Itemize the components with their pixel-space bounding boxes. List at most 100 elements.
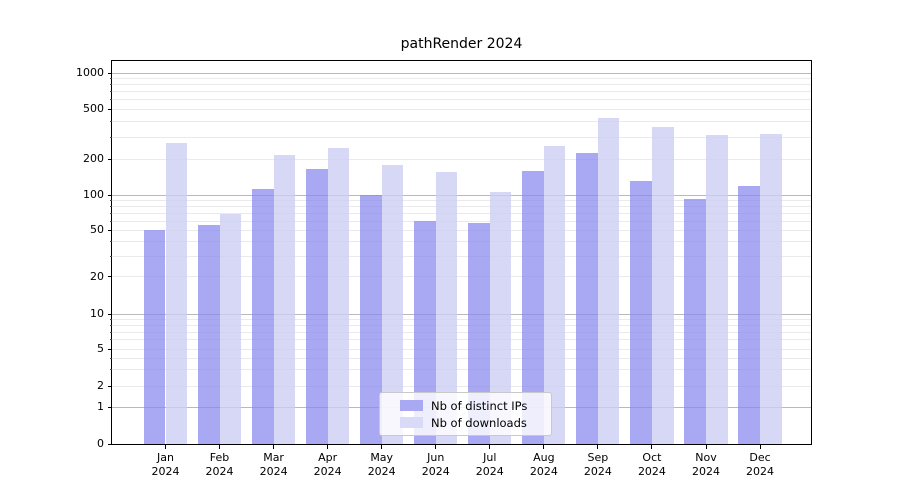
y-tick-2 [108, 385, 112, 387]
gridline-minor-7 [112, 331, 811, 333]
gridline-major-10 [112, 313, 811, 315]
gridline-minor-6 [112, 339, 811, 341]
y-tick-1 [108, 406, 112, 408]
gridline-minor-900 [112, 78, 811, 80]
gridline-major-100 [112, 194, 811, 196]
gridline-minor-90 [112, 199, 811, 201]
y-minortick-40 [110, 241, 112, 243]
y-tick-500 [108, 108, 112, 110]
gridline-minor-60 [112, 220, 811, 222]
x-label-month: Apr [318, 451, 338, 464]
x-label-year: 2024 [475, 465, 504, 478]
y-minortick-600 [110, 99, 112, 101]
x-tick-oct [651, 445, 653, 449]
gridline-minor-5 [112, 348, 811, 350]
x-tick-jan [165, 445, 166, 449]
x-tick-feb [219, 445, 221, 449]
y-tick-label-1000: 1000 [76, 66, 104, 80]
gridline-major-1000 [112, 72, 811, 74]
bar-downloads-sep [597, 117, 620, 444]
bar-downloads-dec [760, 133, 782, 444]
y-minortick-4 [110, 357, 112, 359]
plot-area [111, 60, 812, 445]
y-tick-label-500: 500 [83, 102, 104, 116]
bar-distinct-ips-jun [414, 221, 436, 444]
x-label-month: Sep [587, 451, 609, 464]
y-minortick-7 [110, 331, 112, 333]
x-tick-jun [435, 445, 437, 449]
legend: Nb of distinct IPs Nb of downloads [379, 392, 552, 436]
x-tick-jul [489, 445, 491, 449]
legend-label-downloads: Nb of downloads [431, 415, 527, 430]
bar-distinct-ips-may [360, 195, 382, 444]
y-minortick-70 [110, 212, 112, 214]
gridline-minor-9 [112, 319, 811, 321]
y-minortick-60 [110, 220, 112, 222]
y-tick-label-20: 20 [90, 269, 104, 283]
bar-downloads-feb [219, 213, 242, 444]
x-label-year: 2024 [692, 465, 720, 478]
gridline-minor-70 [112, 212, 811, 214]
y-minortick-80 [110, 205, 112, 207]
x-label-month: Nov [695, 451, 717, 464]
legend-item-downloads: Nb of downloads [400, 416, 551, 430]
bar-distinct-ips-mar [252, 188, 274, 444]
gridline-minor-600 [112, 99, 811, 101]
x-label-month: Aug [533, 451, 555, 464]
x-label-year: 2024 [205, 465, 234, 478]
x-tick-label-mar: Mar 2024 [242, 451, 306, 479]
gridline-minor-8 [112, 324, 811, 326]
y-minortick-8 [110, 324, 112, 326]
gridline-minor-500 [112, 108, 811, 110]
bar-distinct-ips-sep [576, 153, 598, 444]
x-label-month: Jan [157, 451, 174, 464]
x-label-month: Mar [263, 451, 284, 464]
gridline-minor-300 [112, 136, 811, 138]
bar-downloads-nov [706, 134, 728, 444]
bar-downloads-oct [651, 127, 674, 444]
x-label-month: Feb [209, 451, 230, 464]
x-tick-label-dec: Dec 2024 [728, 451, 792, 479]
x-label-year: 2024 [529, 465, 558, 478]
x-label-year: 2024 [313, 465, 342, 478]
bar-distinct-ips-jul [468, 222, 490, 444]
gridline-minor-3 [112, 369, 811, 371]
legend-swatch-downloads [400, 417, 423, 428]
chart-title: pathRender 2024 [400, 36, 523, 52]
x-label-month: May [370, 451, 394, 464]
gridline-minor-30 [112, 255, 811, 257]
y-tick-200 [108, 158, 112, 160]
x-label-year: 2024 [367, 465, 396, 478]
y-minortick-800 [110, 84, 112, 86]
bar-downloads-may [381, 164, 404, 444]
x-tick-sep [597, 445, 599, 449]
bar-distinct-ips-nov [684, 199, 706, 444]
legend-swatch-distinct-ips [400, 400, 423, 411]
y-minortick-90 [110, 199, 112, 201]
bar-downloads-jun [435, 171, 458, 444]
gridline-minor-700 [112, 91, 811, 93]
x-tick-label-feb: Feb 2024 [188, 451, 252, 479]
y-minortick-9 [110, 319, 112, 321]
y-tick-label-200: 200 [83, 152, 104, 165]
x-label-month: Oct [642, 451, 662, 464]
y-minortick-3 [110, 369, 112, 371]
bar-downloads-apr [327, 147, 350, 444]
x-tick-label-apr: Apr 2024 [296, 451, 360, 479]
y-tick-label-2: 2 [97, 379, 104, 392]
y-tick-label-1: 1 [97, 400, 104, 413]
legend-label-distinct-ips: Nb of distinct IPs [431, 398, 528, 413]
gridline-minor-4 [112, 357, 811, 359]
y-minortick-6 [110, 339, 112, 341]
y-tick-label-5: 5 [97, 342, 104, 355]
x-tick-label-jul: Jul 2024 [458, 451, 522, 479]
gridline-minor-20 [112, 276, 811, 278]
x-label-year: 2024 [746, 465, 775, 478]
x-label-month: Dec [749, 451, 771, 464]
x-tick-label-sep: Sep 2024 [566, 451, 630, 479]
x-tick-mar [273, 445, 275, 449]
x-label-month: Jun [427, 451, 445, 464]
y-minortick-300 [110, 136, 112, 138]
y-tick-label-100: 100 [83, 188, 104, 201]
gridline-minor-50 [112, 229, 811, 231]
